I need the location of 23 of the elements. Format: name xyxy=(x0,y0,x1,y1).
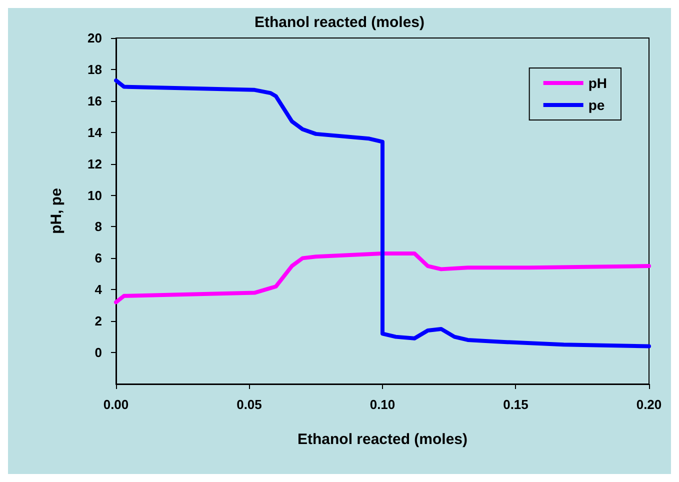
legend-label: pe xyxy=(588,97,605,113)
legend-label: pH xyxy=(588,75,608,91)
x-tick-label: 0.10 xyxy=(370,397,396,412)
y-tick-label: 16 xyxy=(88,93,102,108)
y-tick-label: 14 xyxy=(88,124,103,140)
x-tick-label: 0.00 xyxy=(103,397,129,412)
y-tick-label: 4 xyxy=(94,282,103,298)
line-series xyxy=(114,78,651,348)
y-axis-title: pH, pe xyxy=(48,188,65,234)
y-tick-label: 2 xyxy=(94,314,102,329)
x-axis-title: Ethanol reacted (moles) xyxy=(297,431,468,448)
y-tick-label: 0 xyxy=(94,345,102,360)
y-tick-label: 10 xyxy=(88,188,102,203)
y-tick-label: 8 xyxy=(94,219,102,234)
line-series xyxy=(114,251,651,304)
x-tick-label: 0.05 xyxy=(236,397,262,412)
y-tick-label: 6 xyxy=(94,250,102,266)
y-tick-label: 18 xyxy=(88,62,102,77)
chart-title: Ethanol reacted (moles) xyxy=(254,14,425,31)
x-tick-label: 0.20 xyxy=(636,397,662,412)
x-tick-label: 0.15 xyxy=(503,397,528,412)
y-tick-label: 20 xyxy=(88,30,102,46)
y-tick-label: 12 xyxy=(88,156,102,172)
